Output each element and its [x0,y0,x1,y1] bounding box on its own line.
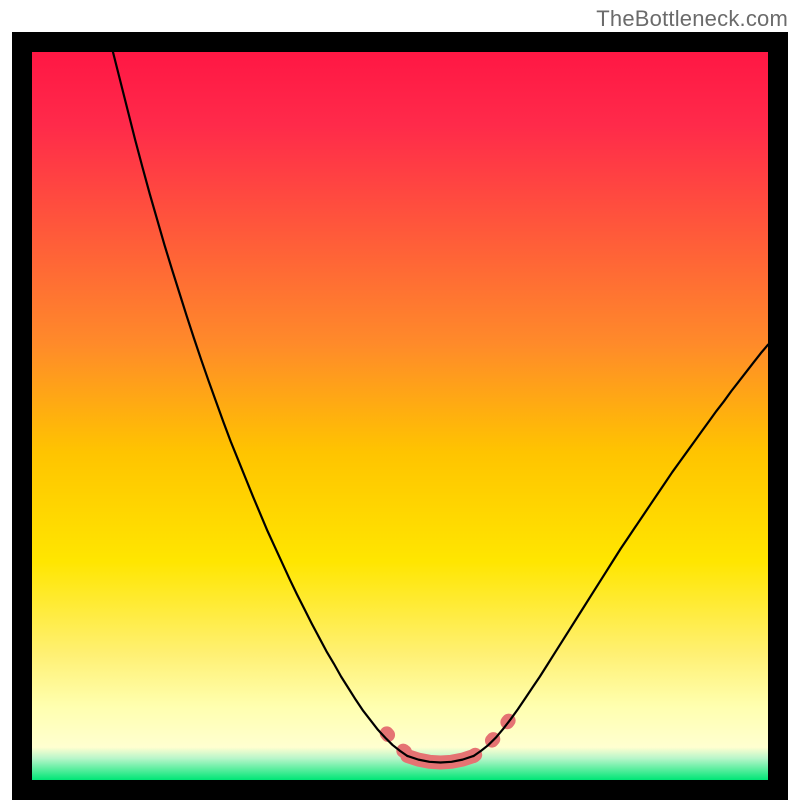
watermark-text: TheBottleneck.com [596,6,788,32]
chart-overlay-svg [0,0,800,800]
bottleneck-curve-right [474,345,768,756]
highlight-segment-right [474,720,509,756]
chart-canvas: TheBottleneck.com [0,0,800,800]
bottleneck-curve-left [113,52,407,756]
